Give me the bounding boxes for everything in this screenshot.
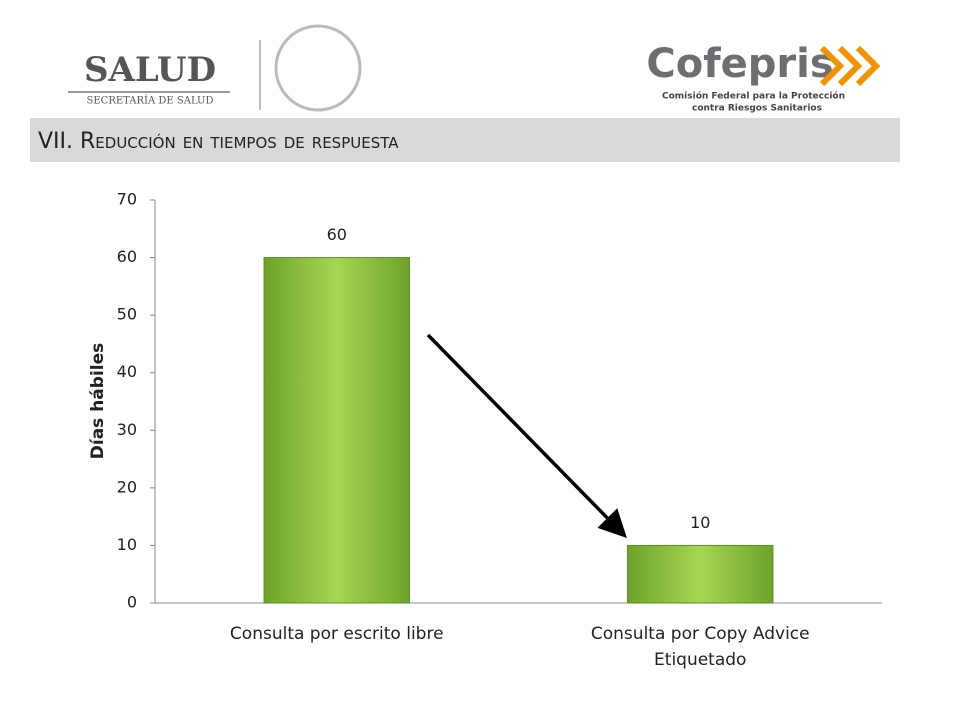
x-tick-label: Consulta por Copy Advice Etiquetado	[590, 624, 810, 670]
title-bar	[30, 118, 900, 162]
logo-subtitle: Comisión Federal para la Protección	[662, 91, 845, 102]
y-tick-label: 40	[117, 362, 137, 381]
y-tick-label: 20	[117, 477, 137, 496]
data-label: 60	[327, 225, 347, 244]
arrow	[426, 333, 627, 538]
bar	[263, 257, 410, 604]
logo-text: Cofepris	[646, 41, 833, 87]
logo-subtitle: SECRETARÍA DE SALUD	[87, 95, 214, 107]
x-tick-label: Consulta por escrito libre	[229, 624, 444, 644]
y-tick-label: 30	[117, 420, 137, 439]
y-axis-label: Días hábiles	[88, 343, 108, 460]
data-label: 10	[690, 513, 710, 532]
y-tick-label: 70	[117, 190, 137, 209]
y-tick-label: 50	[117, 305, 137, 324]
logo-subtitle: contra Riesgos Sanitarios	[692, 104, 822, 114]
bar	[627, 544, 774, 604]
y-tick-label: 10	[117, 535, 137, 554]
y-tick-label: 0	[127, 593, 137, 612]
y-tick-label: 60	[117, 247, 137, 266]
section-title: VII. Reducción en tiempos de respuesta	[38, 129, 399, 154]
logo-text: SALUD	[84, 50, 216, 90]
